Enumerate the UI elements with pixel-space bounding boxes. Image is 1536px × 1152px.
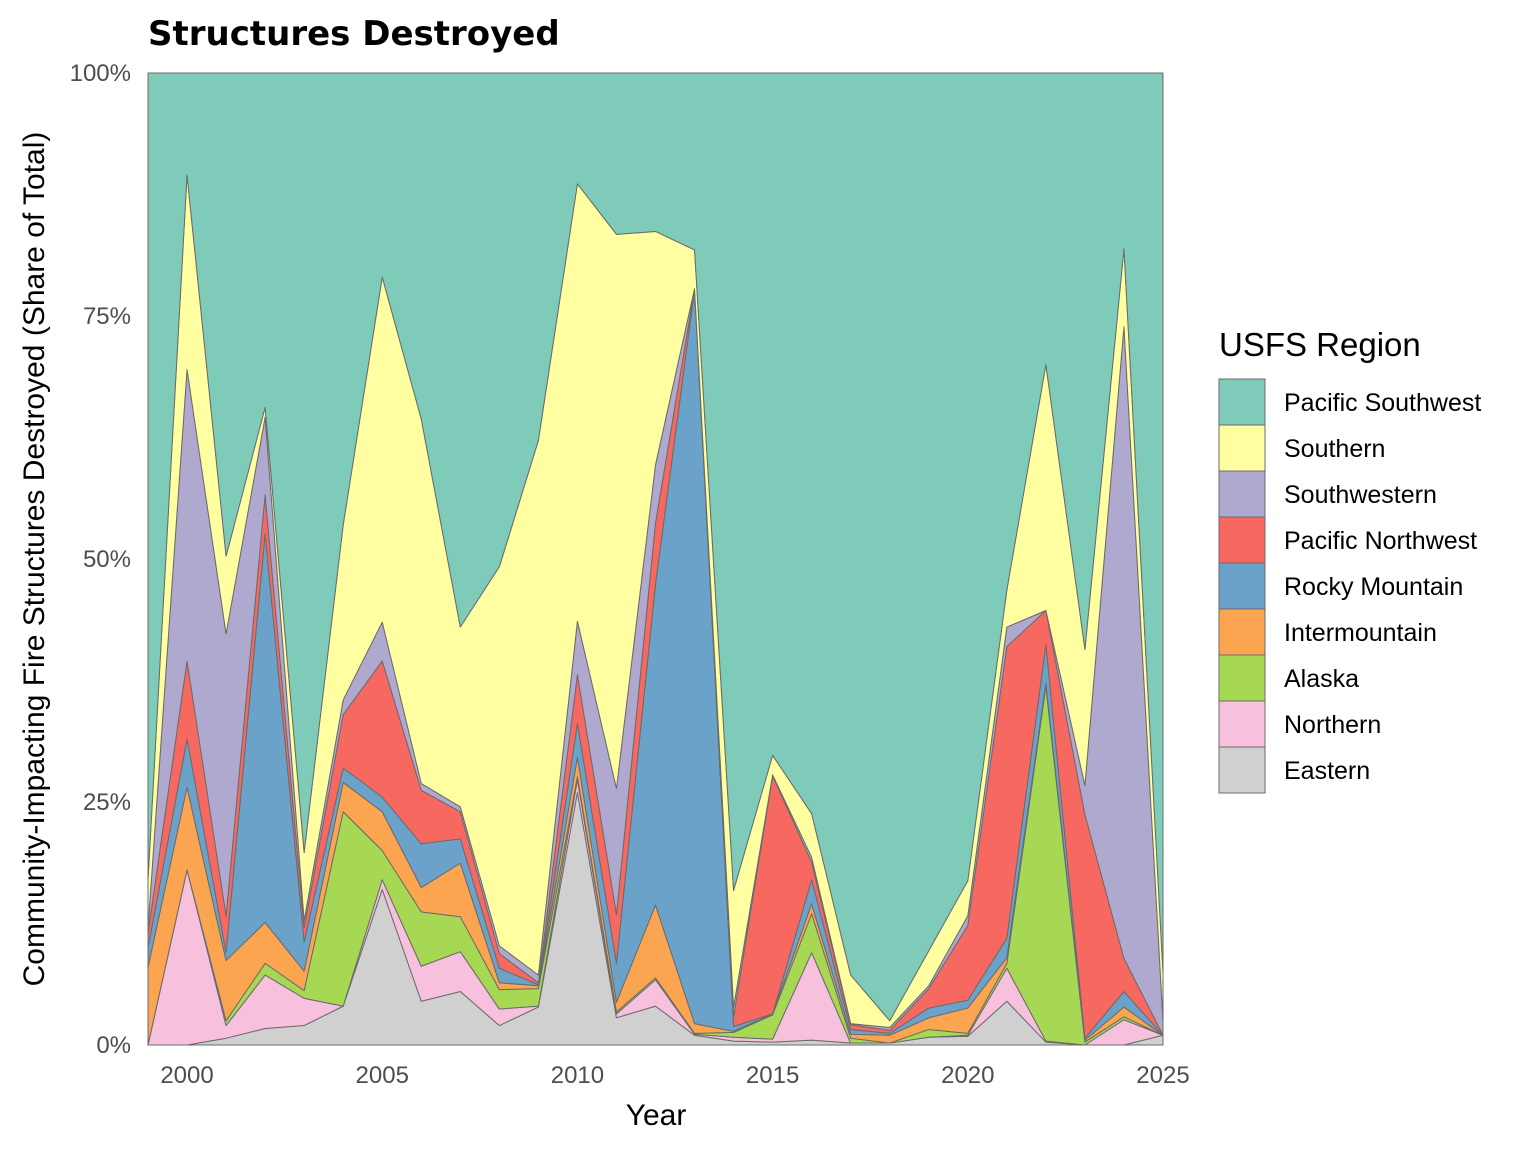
legend-swatch-alaska <box>1218 654 1266 702</box>
legend-swatch-northern <box>1218 700 1266 748</box>
legend-swatch-southern <box>1218 424 1266 472</box>
legend-label-rocky-mountain: Rocky Mountain <box>1284 573 1463 601</box>
legend-swatch-eastern <box>1218 746 1266 794</box>
legend-label-intermountain: Intermountain <box>1284 619 1437 647</box>
x-tick-label: 2025 <box>1136 1062 1189 1089</box>
x-tick-label: 2010 <box>551 1062 604 1089</box>
plot-area <box>147 72 1164 1046</box>
legend-title: USFS Region <box>1219 326 1421 363</box>
y-axis-title: Community-Impacting Fire Structures Dest… <box>18 132 51 987</box>
legend-label-pacific-northwest: Pacific Northwest <box>1284 527 1477 555</box>
legend-swatch-pacific-northwest <box>1218 516 1266 564</box>
legend-label-southwestern: Southwestern <box>1284 481 1437 509</box>
legend-swatch-rocky-mountain <box>1218 562 1266 610</box>
legend: USFS Region Pacific Southwest Southern Sou… <box>1218 326 1481 794</box>
x-tick-label: 2020 <box>941 1062 994 1089</box>
y-tick-label: 50% <box>83 546 131 573</box>
legend-label-northern: Northern <box>1284 711 1381 739</box>
y-tick-label: 75% <box>83 303 131 330</box>
x-tick-label: 2005 <box>356 1062 409 1089</box>
y-tick-label: 100% <box>70 60 131 87</box>
legend-label-pacific-southwest: Pacific Southwest <box>1284 389 1481 417</box>
legend-swatch-intermountain <box>1218 608 1266 656</box>
x-tick-label: 2000 <box>160 1062 213 1089</box>
y-tick-label: 0% <box>96 1032 131 1059</box>
legend-swatch-southwestern <box>1218 470 1266 518</box>
legend-label-alaska: Alaska <box>1284 665 1359 693</box>
legend-label-eastern: Eastern <box>1284 757 1370 785</box>
area-pacific-southwest <box>147 72 1164 1022</box>
x-axis: 2000 2005 2010 2015 2020 2025 <box>160 1062 1189 1089</box>
x-tick-label: 2015 <box>746 1062 799 1089</box>
legend-label-southern: Southern <box>1284 435 1385 463</box>
x-axis-title: Year <box>626 1099 687 1132</box>
chart-title: Structures Destroyed <box>148 14 560 54</box>
y-tick-label: 25% <box>83 789 131 816</box>
legend-swatch-pacific-southwest <box>1218 378 1266 426</box>
y-axis: 0% 25% 50% 75% 100% <box>70 60 131 1059</box>
